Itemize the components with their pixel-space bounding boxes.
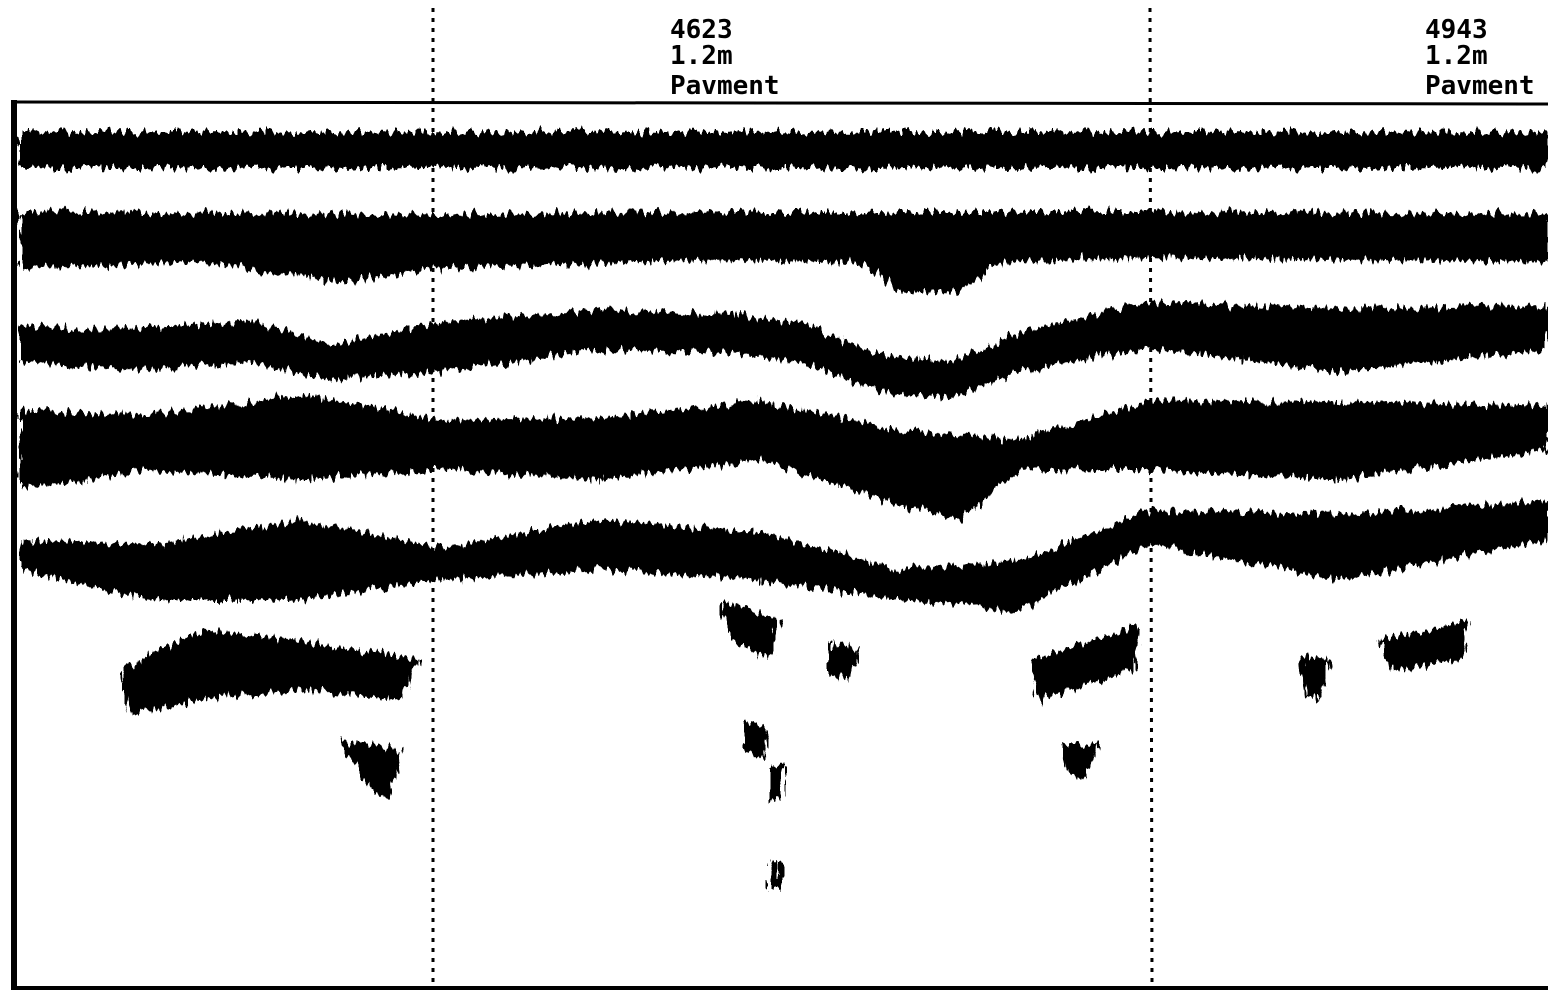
band xyxy=(720,600,1470,700)
station-label: 4623 xyxy=(670,15,733,45)
layer-label: Pavment xyxy=(670,71,780,101)
band xyxy=(20,500,1548,610)
band xyxy=(20,395,1548,520)
depth-label: 1.2m xyxy=(1425,41,1488,71)
band xyxy=(120,630,420,715)
layer-label: Pavment xyxy=(1425,71,1535,101)
band xyxy=(20,302,1548,398)
band xyxy=(340,720,1100,890)
depth-label: 1.2m xyxy=(670,41,733,71)
frame-top xyxy=(11,100,1548,106)
band xyxy=(20,132,1548,168)
station-label: 4943 xyxy=(1425,15,1488,45)
band xyxy=(20,212,1548,292)
station-line xyxy=(1148,7,1154,989)
reflection-bands xyxy=(20,132,1548,890)
